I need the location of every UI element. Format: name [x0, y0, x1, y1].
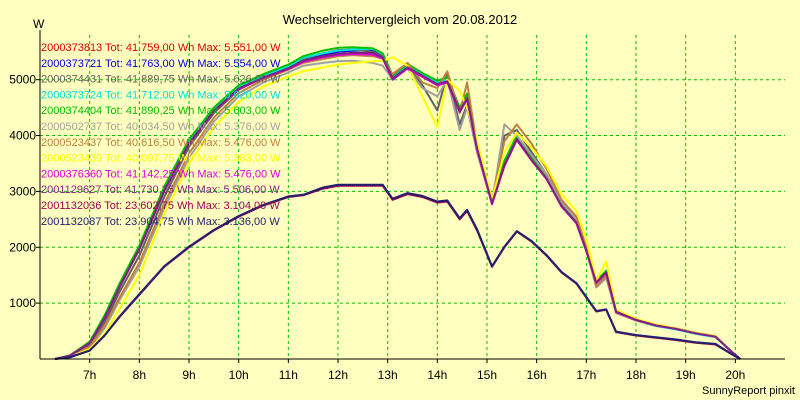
x-tick-label: 10h	[229, 368, 249, 382]
x-tick-label: 17h	[576, 368, 596, 382]
series-lines	[54, 46, 741, 360]
legend-entry-2000373721: 2000373721 Tot: 41.763,00 Wh Max: 5.554,…	[41, 58, 281, 70]
y-tick-label: 3000	[9, 184, 36, 198]
legend-entry-2001132087: 2001132087 Tot: 23.904,75 Wh Max: 3.136,…	[41, 216, 280, 228]
x-tick-label: 12h	[328, 368, 348, 382]
chart-title: Wechselrichtervergleich vom 20.08.2012	[283, 12, 518, 27]
legend-entry-2000374431: 2000374431 Tot: 41.889,75 Wh Max: 5.626,…	[41, 74, 281, 86]
legend: 2000373813 Tot: 41.759,00 Wh Max: 5.551,…	[41, 42, 281, 228]
x-tick-label: 16h	[527, 368, 547, 382]
series-line-2001129627	[54, 51, 741, 360]
y-tick-label: 4000	[9, 129, 36, 143]
legend-entry-2001129627: 2001129627 Tot: 41.730,25 Wh Max: 5.506,…	[41, 184, 280, 196]
legend-entry-2000502737: 2000502737 Tot: 40.034,50 Wh Max: 5.376,…	[41, 121, 281, 133]
legend-entry-2000373724: 2000373724 Tot: 41.712,00 Wh Max: 5.620,…	[41, 89, 281, 101]
legend-entry-2001132036: 2001132036 Tot: 23.602,75 Wh Max: 3.104,…	[41, 200, 280, 212]
y-tick-label: 5000	[9, 73, 36, 87]
x-tick-label: 19h	[676, 368, 696, 382]
legend-entry-2000376360: 2000376360 Tot: 41.142,25 Wh Max: 5.476,…	[41, 168, 281, 180]
x-tick-label: 7h	[83, 368, 96, 382]
x-tick-label: 8h	[133, 368, 146, 382]
y-tick-label: 1000	[9, 296, 36, 310]
legend-entry-2000373813: 2000373813 Tot: 41.759,00 Wh Max: 5.551,…	[41, 42, 281, 54]
legend-entry-2000523439: 2000523439 Tot: 40.097,75 Wh Max: 5.383,…	[41, 153, 281, 165]
legend-entry-2000523437: 2000523437 Tot: 40.616,50 Wh Max: 5.476,…	[41, 137, 281, 149]
legend-entry-2000374404: 2000374404 Tot: 41.890,25 Wh Max: 5.603,…	[41, 105, 281, 117]
x-tick-label: 9h	[182, 368, 195, 382]
x-tick-label: 18h	[626, 368, 646, 382]
axes: 1000 2000 3000 4000 5000 7h 8h 9h 10h 11h 12h 13h 14…	[9, 30, 785, 382]
x-tick-label: 11h	[279, 368, 298, 382]
x-tick-label: 13h	[378, 368, 398, 382]
y-tick-label: 2000	[9, 240, 36, 254]
x-tick-label: 20h	[725, 368, 745, 382]
x-tick-label: 14h	[427, 368, 447, 382]
y-axis-label: W	[33, 17, 45, 31]
footer-credit: SunnyReport pinxit	[702, 385, 795, 397]
series-line-2001132087	[54, 183, 741, 360]
x-tick-label: 15h	[477, 368, 497, 382]
